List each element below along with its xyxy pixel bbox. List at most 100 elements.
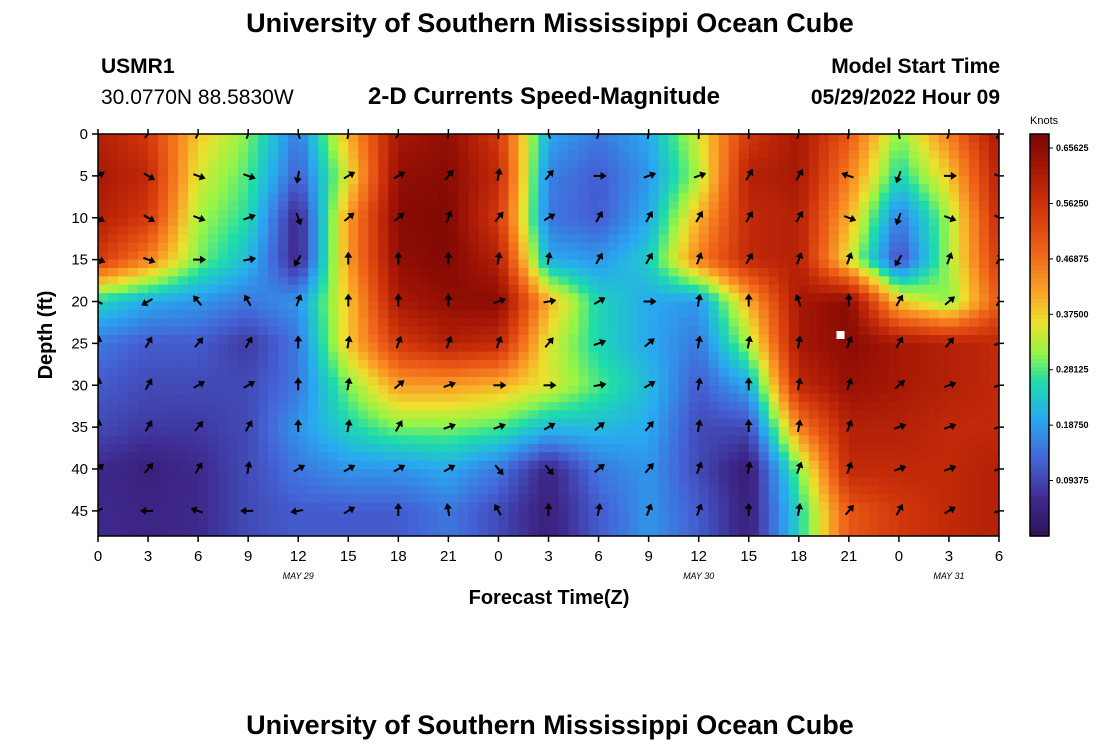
heat-cell xyxy=(268,167,279,177)
heat-cell xyxy=(558,309,570,319)
heat-cell xyxy=(668,494,680,504)
heat-cell xyxy=(978,519,990,529)
heat-cell xyxy=(828,259,840,269)
heat-cell xyxy=(318,217,329,227)
heat-cell xyxy=(518,276,530,286)
heat-cell xyxy=(738,393,750,403)
heat-cell xyxy=(598,385,610,395)
heat-cell xyxy=(648,326,660,336)
colorbar-step xyxy=(1030,150,1049,155)
heat-cell xyxy=(428,175,439,185)
heat-cell xyxy=(578,318,590,328)
heat-cell xyxy=(838,335,850,344)
heat-cell xyxy=(118,318,129,328)
heat-cell xyxy=(118,527,129,536)
heat-cell xyxy=(148,376,159,386)
heat-cell xyxy=(868,427,880,437)
heat-cell xyxy=(748,485,760,495)
heat-cell xyxy=(528,318,540,328)
heat-cell xyxy=(428,427,439,437)
heat-cell xyxy=(258,175,269,185)
heat-cell xyxy=(408,284,419,294)
heat-cell xyxy=(318,376,329,386)
heat-cell xyxy=(188,209,199,219)
heat-cell xyxy=(278,134,289,143)
heat-cell xyxy=(898,510,910,520)
current-arrow xyxy=(444,293,453,307)
current-arrows xyxy=(98,134,999,516)
current-arrow xyxy=(295,212,303,226)
heat-cell xyxy=(478,343,490,353)
heat-cell xyxy=(98,368,109,378)
heat-cell xyxy=(698,393,710,403)
heat-cell xyxy=(238,443,249,453)
heat-cell xyxy=(708,293,720,303)
heat-cell xyxy=(898,167,910,177)
heat-cell xyxy=(98,343,109,353)
x-date-label: MAY 30 xyxy=(683,571,714,581)
heat-cell xyxy=(288,402,299,411)
heat-cell xyxy=(648,460,660,470)
heat-cell xyxy=(448,502,459,512)
heat-cell xyxy=(498,385,510,395)
heat-cell xyxy=(368,259,379,269)
heat-cell xyxy=(508,159,520,169)
heat-cell xyxy=(928,159,940,169)
heat-cell xyxy=(448,427,459,437)
heat-cell xyxy=(428,167,439,177)
heat-cell xyxy=(408,159,419,169)
heat-cell xyxy=(148,393,159,403)
heat-cell xyxy=(628,318,640,328)
heat-cell xyxy=(148,326,159,336)
heat-cell xyxy=(988,485,999,495)
heat-cell xyxy=(508,360,520,370)
heat-cell xyxy=(318,167,329,177)
heat-cell xyxy=(628,376,640,386)
heat-cell xyxy=(678,519,690,529)
heat-cell xyxy=(618,376,630,386)
heat-cell xyxy=(358,460,369,470)
heat-cell xyxy=(988,368,999,378)
heat-cell xyxy=(268,469,279,478)
heat-cell xyxy=(398,443,409,453)
heat-cell xyxy=(128,301,139,311)
heat-cell xyxy=(118,452,129,462)
heat-cell xyxy=(568,427,580,437)
heat-cell xyxy=(338,150,349,160)
colorbar-step xyxy=(1030,451,1049,457)
heat-cell xyxy=(108,284,119,294)
heat-cell xyxy=(928,418,940,428)
colorbar-step xyxy=(1030,443,1049,449)
heat-cell xyxy=(728,435,740,445)
heat-cell xyxy=(948,192,960,202)
heat-cell xyxy=(258,284,269,294)
heat-cell xyxy=(638,184,650,194)
current-arrow xyxy=(495,335,503,349)
heat-cell xyxy=(968,410,980,420)
heat-cell xyxy=(588,502,600,512)
heat-cell xyxy=(228,276,239,286)
heat-cell xyxy=(228,142,239,152)
heat-cell xyxy=(598,443,610,453)
heat-cell xyxy=(208,167,219,177)
x-tick-label: 18 xyxy=(390,548,407,565)
heat-cell xyxy=(988,268,999,277)
heat-cell xyxy=(258,268,269,277)
heat-cell xyxy=(748,259,760,269)
heat-cell xyxy=(578,410,590,420)
heat-cell xyxy=(408,251,419,261)
heat-cell xyxy=(808,418,820,428)
heat-cell xyxy=(538,527,550,536)
heat-cell xyxy=(388,192,399,202)
heat-cell xyxy=(128,510,139,520)
heat-cell xyxy=(368,175,379,185)
heat-cell xyxy=(588,184,600,194)
heat-cell xyxy=(708,519,720,529)
heat-cell xyxy=(308,301,319,311)
heat-cell xyxy=(898,443,910,453)
heat-cell xyxy=(328,418,339,428)
heat-cell xyxy=(108,494,119,504)
heat-cell xyxy=(188,410,199,420)
current-arrow xyxy=(243,213,256,221)
current-arrow xyxy=(794,293,802,307)
